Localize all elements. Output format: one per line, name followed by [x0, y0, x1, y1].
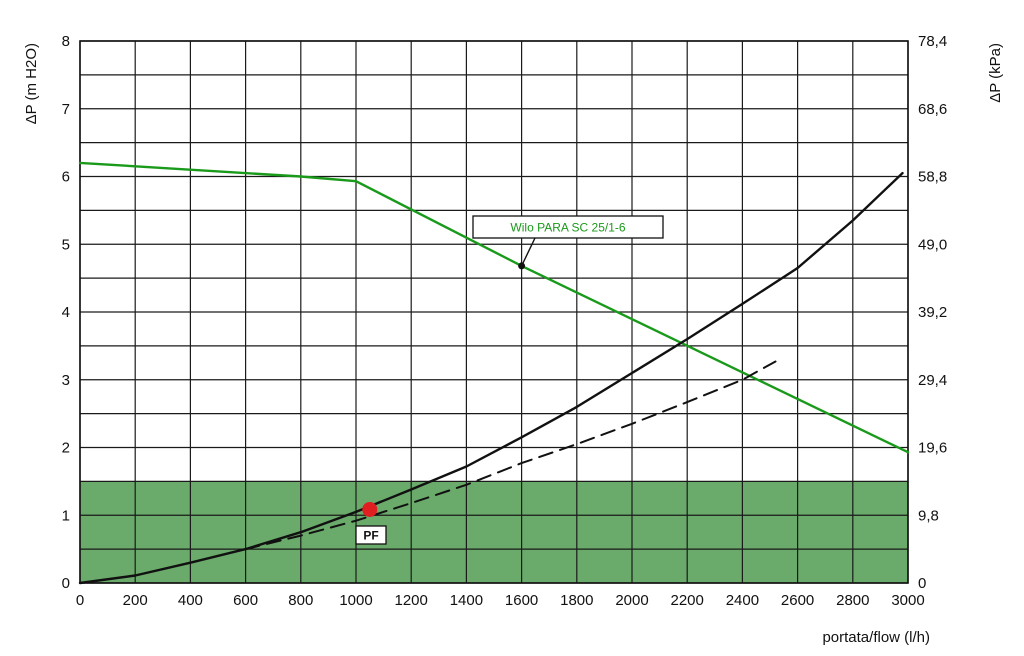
y-left-tick-label: 2 [62, 440, 70, 457]
y-left-tick-label: 7 [62, 101, 70, 118]
series-layer [78, 161, 910, 585]
x-tick-label: 2800 [836, 592, 869, 609]
series-line-1 [78, 171, 904, 585]
y-left-tick-label: 1 [62, 507, 70, 524]
x-axis-title: portata/flow (l/h) [822, 629, 930, 646]
y-left-tick-label: 8 [62, 33, 70, 50]
pf-label-box [355, 525, 387, 545]
x-tick-label: 3000 [891, 592, 924, 609]
operating-point-marker [362, 501, 378, 517]
x-tick-label: 2400 [726, 592, 759, 609]
y-right-tick-label: 58,8 [918, 169, 947, 186]
x-tick-label: 800 [288, 592, 313, 609]
y-left-tick-label: 0 [62, 575, 70, 592]
x-tick-label: 400 [178, 592, 203, 609]
x-tick-label: 2200 [671, 592, 704, 609]
y-right-tick-label: 39,2 [918, 304, 947, 321]
grid-layer [79, 40, 909, 584]
annotation-layer: Wilo PARA SC 25/1-6 PF [355, 215, 664, 545]
pf-label: PF [363, 529, 378, 543]
y-right-tick-label: 68,6 [918, 101, 947, 118]
x-tick-label: 200 [123, 592, 148, 609]
plot-border [79, 40, 909, 584]
shaded-band [80, 481, 908, 583]
x-tick-label: 1600 [505, 592, 538, 609]
x-tick-label: 2600 [781, 592, 814, 609]
series-line-2 [244, 360, 777, 551]
tick-layer: 0 200 400 600 800 1000 1200 1400 1600 1800 2000 220… [23, 33, 1004, 646]
legend-box [472, 215, 664, 239]
x-tick-label: 1400 [450, 592, 483, 609]
x-tick-label: 1000 [339, 592, 372, 609]
y-left-tick-label: 3 [62, 372, 70, 389]
legend-label: Wilo PARA SC 25/1-6 [510, 221, 625, 235]
series-line-0 [78, 161, 910, 454]
y-right-tick-label: 78,4 [918, 33, 947, 50]
y-axis-title-left: ΔP (m H2O) [23, 43, 40, 124]
x-tick-label: 2000 [615, 592, 648, 609]
y-right-tick-label: 0 [918, 575, 926, 592]
y-right-tick-label: 49,0 [918, 236, 947, 253]
shaded-band-layer [80, 481, 908, 583]
x-tick-label: 0 [76, 592, 84, 609]
x-tick-label: 600 [233, 592, 258, 609]
y-right-tick-label: 9,8 [918, 507, 939, 524]
x-tick-label: 1800 [560, 592, 593, 609]
y-right-tick-label: 19,6 [918, 440, 947, 457]
x-tick-label: 1200 [395, 592, 428, 609]
y-right-tick-label: 29,4 [918, 372, 947, 389]
y-axis-title-right: ΔP (kPa) [987, 43, 1004, 103]
y-left-tick-label: 5 [62, 236, 70, 253]
y-left-tick-label: 4 [62, 304, 70, 321]
legend-anchor-dot [518, 262, 526, 270]
y-left-tick-label: 6 [62, 169, 70, 186]
legend-leader-line [520, 237, 536, 267]
